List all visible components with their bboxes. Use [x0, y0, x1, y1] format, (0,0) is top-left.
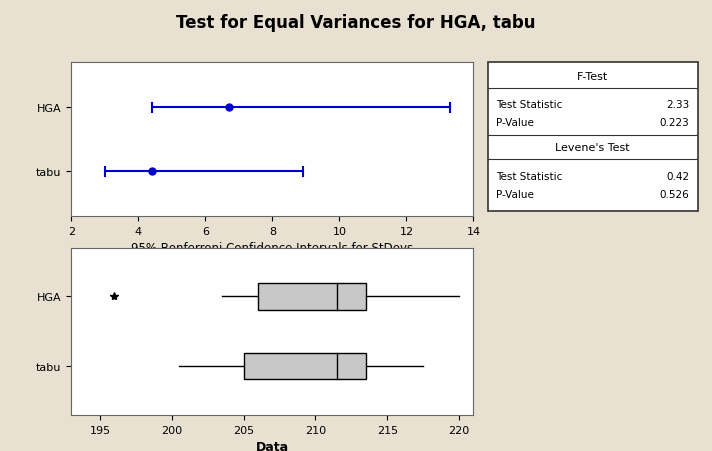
- FancyBboxPatch shape: [488, 63, 698, 212]
- Text: 0.526: 0.526: [659, 189, 689, 199]
- Text: Test Statistic: Test Statistic: [496, 100, 562, 110]
- X-axis label: 95% Bonferroni Confidence Intervals for StDevs: 95% Bonferroni Confidence Intervals for …: [131, 242, 414, 255]
- Text: P-Value: P-Value: [496, 118, 534, 128]
- Bar: [244, 353, 366, 379]
- Text: P-Value: P-Value: [496, 189, 534, 199]
- Text: F-Test: F-Test: [577, 72, 608, 82]
- Text: Test for Equal Variances for HGA, tabu: Test for Equal Variances for HGA, tabu: [177, 14, 535, 32]
- Text: 0.42: 0.42: [666, 171, 689, 181]
- Text: 0.223: 0.223: [659, 118, 689, 128]
- Bar: [258, 284, 366, 310]
- X-axis label: Data: Data: [256, 440, 289, 451]
- Text: 2.33: 2.33: [666, 100, 689, 110]
- Text: Test Statistic: Test Statistic: [496, 171, 562, 181]
- Text: Levene's Test: Levene's Test: [555, 143, 630, 153]
